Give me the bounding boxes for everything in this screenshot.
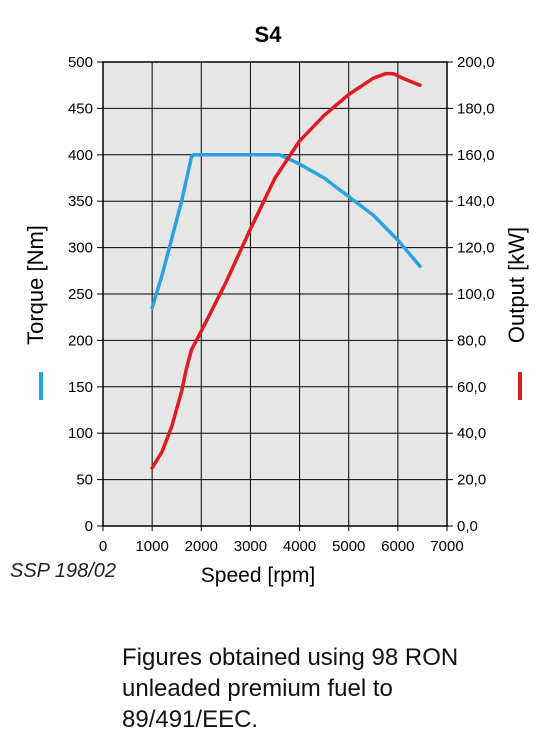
series-lines — [150, 71, 422, 470]
footnote-line: Figures obtained using 98 RON — [122, 644, 459, 671]
footnote: Figures obtained using 98 RON unleaded p… — [122, 642, 522, 735]
y-left-tick-label: 150 — [68, 379, 93, 396]
y-left-tick-label: 450 — [68, 100, 93, 117]
footnote-line: unleaded premium fuel to — [122, 675, 393, 702]
output-series-line — [150, 71, 422, 470]
y-right-tick-label: 200,0 — [457, 54, 495, 71]
y-right-tick-label: 140,0 — [457, 193, 495, 210]
source-code: SSP 198/02 — [10, 560, 117, 582]
y-left-tick-label: 250 — [68, 286, 93, 303]
x-tick-label: 4000 — [283, 538, 316, 555]
y-left-tick-label: 100 — [68, 425, 93, 442]
y-axis-left-label: Torque [Nm] — [23, 225, 48, 345]
y-left-tick-label: 50 — [76, 472, 93, 489]
plot-frame — [102, 61, 448, 527]
x-tick-label: 6000 — [381, 538, 414, 555]
x-tick-label: 5000 — [332, 538, 365, 555]
footnote-line: 89/491/EEC. — [122, 706, 259, 733]
y-left-tick-label: 0 — [85, 518, 93, 535]
x-tick-label: 2000 — [185, 538, 218, 555]
y-right-tick-label: 60,0 — [457, 379, 486, 396]
y-left-tick-label: 400 — [68, 147, 93, 164]
x-tick-label: 3000 — [234, 538, 267, 555]
y-right-tick-label: 160,0 — [457, 147, 495, 164]
y-right-tick-label: 100,0 — [457, 286, 495, 303]
x-tick-label: 0 — [99, 538, 107, 555]
y-axis-right-label-group: Output [kW] — [504, 227, 529, 343]
engine-performance-chart: S4 0 1000 2000 3000 4000 5000 6000 7000 0 50 100 15… — [23, 22, 529, 587]
y-axis-left-label-group: Torque [Nm] — [23, 225, 48, 345]
y-right-tick-label: 180,0 — [457, 100, 495, 117]
x-tick-label: 1000 — [135, 538, 168, 555]
y-right-tick-label: 40,0 — [457, 425, 486, 442]
plot-border — [102, 61, 448, 527]
y-right-tick-label: 80,0 — [457, 332, 486, 349]
axis-ticks: 0 1000 2000 3000 4000 5000 6000 7000 0 50 100 150 20… — [68, 54, 495, 555]
y-left-tick-label: 300 — [68, 240, 93, 257]
y-right-tick-label: 20,0 — [457, 472, 486, 489]
y-right-tick-label: 120,0 — [457, 240, 495, 257]
y-left-tick-label: 350 — [68, 193, 93, 210]
y-axis-right-label: Output [kW] — [504, 227, 529, 343]
torque-series-line — [150, 153, 422, 310]
x-axis-label: Speed [rpm] — [201, 564, 315, 587]
x-tick-label: 7000 — [430, 538, 463, 555]
y-left-tick-label: 500 — [68, 54, 93, 71]
chart-title: S4 — [255, 22, 283, 47]
y-left-tick-label: 200 — [68, 332, 93, 349]
y-right-tick-label: 0,0 — [457, 518, 478, 535]
